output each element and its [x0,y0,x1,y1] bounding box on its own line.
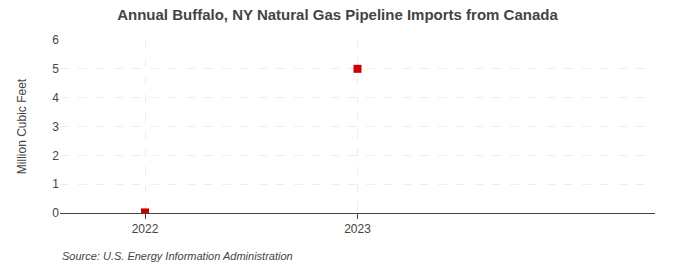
svg-text:5: 5 [52,62,59,76]
svg-text:1: 1 [52,177,59,191]
svg-text:0: 0 [52,206,59,220]
svg-text:6: 6 [52,33,59,47]
svg-text:Million Cubic Feet: Million Cubic Feet [15,78,29,174]
svg-text:Source: U.S. Energy Informatio: Source: U.S. Energy Information Administ… [62,250,293,262]
svg-text:2: 2 [52,149,59,163]
svg-text:2022: 2022 [132,222,159,236]
svg-text:3: 3 [52,120,59,134]
svg-text:2023: 2023 [344,222,371,236]
svg-text:Annual Buffalo, NY Natural Gas: Annual Buffalo, NY Natural Gas Pipeline … [117,6,558,23]
svg-text:4: 4 [52,91,59,105]
